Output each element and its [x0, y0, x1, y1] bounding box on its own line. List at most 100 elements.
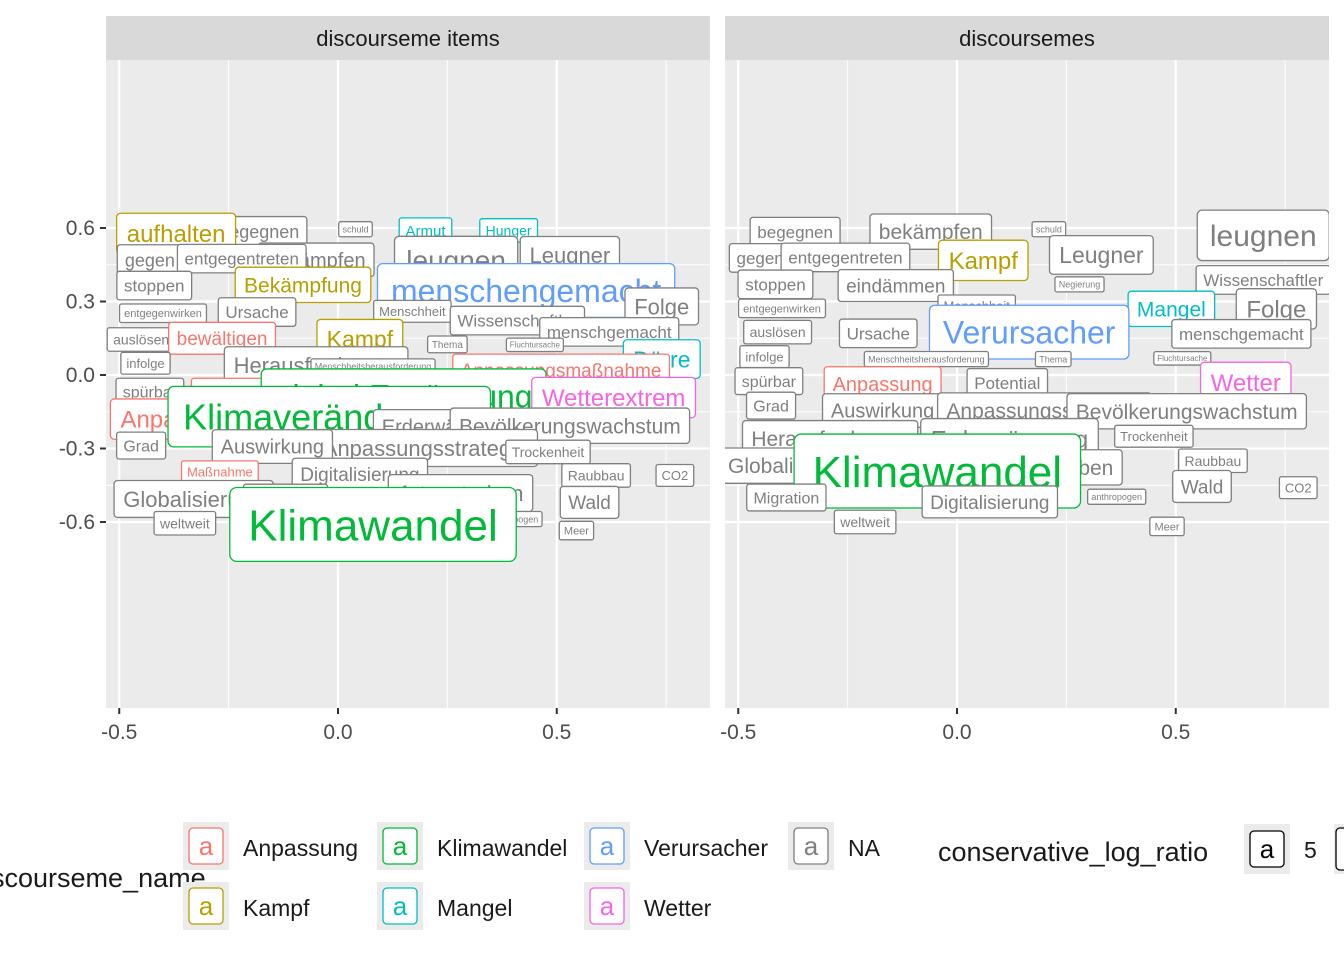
legend-size-title: conservative_log_ratio [938, 837, 1208, 867]
word-label-box [539, 316, 680, 347]
label-layer: begegnen bekämpfen schuld leugnen gegen entge… [725, 209, 1329, 537]
legend-item-label: Wetter [644, 895, 712, 921]
word-label-box [116, 270, 193, 301]
word-label-box [1196, 209, 1329, 262]
word-label-text: weltweit [159, 515, 210, 531]
word-label: Wissenschaftler [1195, 265, 1329, 295]
word-label: Kampf [937, 239, 1029, 282]
legend-key-box [382, 827, 418, 865]
word-label-text: entgegenwirken [124, 308, 202, 320]
legend-key-glyph: a [804, 831, 819, 861]
y-tick-label: 0.3 [66, 291, 95, 314]
word-label-text: eindämmen [846, 276, 945, 297]
legend-item-label: NA [848, 835, 881, 861]
word-label-box [426, 335, 468, 354]
legend-item-label: Kampf [243, 895, 310, 921]
word-label-text: gegen [736, 249, 783, 268]
legend-key-glyph: a [199, 891, 214, 921]
word-label-box [937, 239, 1029, 282]
word-label: anthropogen [1086, 488, 1147, 505]
word-label-text: Mangel [1137, 298, 1206, 321]
word-label: stoppen [116, 270, 193, 301]
word-label-text: Ursache [847, 324, 910, 343]
x-tick-label: -0.5 [720, 721, 756, 744]
word-label: Menschheitsherausforderung [863, 350, 990, 368]
word-label: Auswirkung [821, 393, 944, 428]
word-label: weltweit [833, 509, 897, 535]
word-label: aufhalten [116, 212, 237, 255]
panel-strip [106, 16, 710, 60]
word-label: weltweit [153, 510, 217, 536]
legend-item-anpassung: a Anpassung [183, 822, 358, 870]
word-label-text: Thema [432, 340, 464, 351]
word-label-box [1054, 276, 1105, 293]
legend-key-box [793, 827, 829, 865]
word-label-text: leugnen [1210, 220, 1317, 253]
x-tick-label: 0.5 [1161, 721, 1190, 744]
word-label: spürbar [734, 367, 804, 396]
word-label: infolge [120, 351, 171, 375]
word-label: Menschheit [373, 299, 452, 323]
word-label: auslösen [743, 319, 813, 345]
word-label: Verursacher [928, 304, 1130, 360]
word-label-box [746, 483, 827, 512]
legend-size-label: 5 [1304, 837, 1317, 863]
word-label: Leugner [1048, 234, 1154, 275]
legend: discourseme_nameaAnpassungaKampfaKlimawa… [0, 822, 1344, 930]
legend-item-verursacher: a Verursacher [584, 822, 768, 870]
word-label-text: Auswirkung [831, 401, 934, 423]
word-label: Klimawandel [229, 486, 517, 563]
word-label-text: Trockenheit [1120, 429, 1188, 444]
word-label: Wald [1172, 469, 1232, 504]
legend-key-glyph: a [199, 831, 214, 861]
word-label-text: Raubbau [568, 467, 625, 483]
word-label: Meer [1149, 516, 1185, 537]
legend-key-glyph: a [393, 831, 408, 861]
word-label-text: Folge [634, 294, 689, 319]
word-label-text: infolge [745, 349, 783, 364]
word-label-text: Trockenheit [512, 444, 585, 460]
word-label-text: menschgemacht [547, 323, 672, 342]
word-label-text: spürbar [123, 384, 178, 401]
legend-item-wetter: a Wetter [584, 882, 712, 930]
word-label: Ursache [838, 318, 918, 349]
word-label-text: Klimawandel [248, 501, 497, 550]
word-label-text: entgegentreten [788, 249, 902, 268]
word-label-box [1149, 516, 1185, 537]
word-label-text: Maßnahme [187, 464, 253, 479]
word-label: menschengemacht [376, 262, 676, 319]
word-label-text: weltweit [839, 514, 890, 530]
word-label: Maßnahme [180, 460, 259, 484]
word-label-box [838, 318, 918, 349]
word-label-box [655, 463, 695, 488]
word-label-box [505, 337, 565, 353]
word-label-text: anthropogen [1091, 492, 1142, 502]
word-label-text: Fluchtursache [1157, 354, 1208, 363]
word-label: Trockenheit [505, 439, 591, 465]
word-label-text: Meer [1154, 521, 1179, 533]
word-label-text: CO2 [1285, 480, 1312, 495]
word-label: Negierung [1054, 276, 1105, 293]
word-label: Thema [426, 335, 468, 354]
word-label-text: Potential [974, 374, 1040, 393]
word-label: leugnen [1196, 209, 1329, 262]
legend-item-na: a NA [788, 822, 881, 870]
word-label: Migration [746, 483, 827, 512]
word-label-text: Menschheitsherausforderung [868, 354, 985, 364]
word-label-text: Fluchtursache [510, 341, 561, 350]
legend-key-box [589, 887, 625, 925]
word-label-text: Anpassungsstrategie [323, 436, 528, 461]
word-label: Ursache [217, 297, 297, 327]
word-label: CO2 [1278, 476, 1318, 500]
y-tick-label: 0.6 [66, 217, 95, 240]
legend-item-kampf: a Kampf [183, 882, 310, 930]
word-label-text: Leugner [1059, 242, 1144, 268]
word-label-box [737, 298, 827, 319]
word-label-box [234, 266, 372, 304]
word-label: Fluchtursache [1153, 350, 1212, 366]
legend-key-box [589, 827, 625, 865]
word-label-box [211, 429, 334, 464]
word-label-box [837, 268, 955, 303]
